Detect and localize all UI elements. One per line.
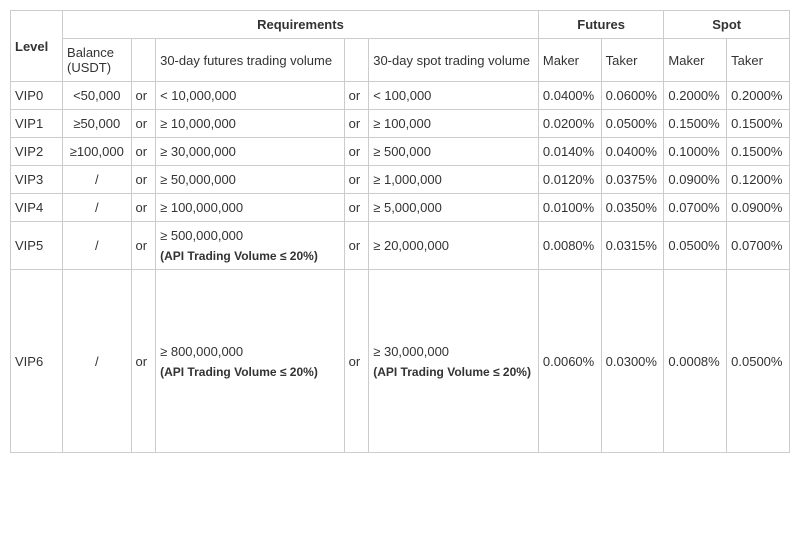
cell-spot-taker: 0.2000% — [727, 82, 790, 110]
cell-spot-maker: 0.1500% — [664, 110, 727, 138]
cell-spot-vol: ≥ 1,000,000 — [369, 166, 539, 194]
cell-fut-taker: 0.0350% — [601, 194, 664, 222]
cell-spot-maker: 0.1000% — [664, 138, 727, 166]
cell-fut-maker: 0.0140% — [538, 138, 601, 166]
cell-futures-vol: ≥ 100,000,000 — [156, 194, 345, 222]
cell-balance: / — [63, 222, 131, 270]
header-or — [344, 39, 369, 82]
cell-or: or — [344, 82, 369, 110]
cell-futures-vol: ≥ 500,000,000 (API Trading Volume ≤ 20%) — [156, 222, 345, 270]
header-spot-maker: Maker — [664, 39, 727, 82]
cell-level: VIP6 — [11, 270, 63, 453]
cell-level: VIP0 — [11, 82, 63, 110]
cell-spot-taker: 0.1500% — [727, 138, 790, 166]
cell-futures-vol: ≥ 50,000,000 — [156, 166, 345, 194]
cell-balance: ≥50,000 — [63, 110, 131, 138]
cell-fut-taker: 0.0500% — [601, 110, 664, 138]
cell-or: or — [344, 194, 369, 222]
spot-vol-value: ≥ 30,000,000 — [373, 344, 449, 359]
table-row: VIP1 ≥50,000 or ≥ 10,000,000 or ≥ 100,00… — [11, 110, 790, 138]
cell-or: or — [344, 166, 369, 194]
cell-spot-vol: ≥ 100,000 — [369, 110, 539, 138]
cell-balance: / — [63, 194, 131, 222]
cell-balance: <50,000 — [63, 82, 131, 110]
cell-fut-taker: 0.0600% — [601, 82, 664, 110]
cell-futures-vol: ≥ 30,000,000 — [156, 138, 345, 166]
cell-level: VIP4 — [11, 194, 63, 222]
cell-or: or — [131, 270, 156, 453]
cell-level: VIP3 — [11, 166, 63, 194]
cell-futures-vol: ≥ 800,000,000 (API Trading Volume ≤ 20%) — [156, 270, 345, 453]
cell-fut-maker: 0.0060% — [538, 270, 601, 453]
cell-spot-taker: 0.0500% — [727, 270, 790, 453]
futures-vol-note: (API Trading Volume ≤ 20%) — [160, 365, 340, 379]
header-fut-maker: Maker — [538, 39, 601, 82]
cell-or: or — [131, 138, 156, 166]
cell-or: or — [131, 110, 156, 138]
cell-or: or — [344, 270, 369, 453]
header-balance: Balance (USDT) — [63, 39, 131, 82]
cell-fut-taker: 0.0315% — [601, 222, 664, 270]
cell-or: or — [344, 138, 369, 166]
cell-spot-taker: 0.0900% — [727, 194, 790, 222]
cell-fut-maker: 0.0100% — [538, 194, 601, 222]
cell-spot-maker: 0.0500% — [664, 222, 727, 270]
table-row: VIP6 / or ≥ 800,000,000 (API Trading Vol… — [11, 270, 790, 453]
cell-balance: / — [63, 270, 131, 453]
cell-fut-taker: 0.0300% — [601, 270, 664, 453]
cell-or: or — [131, 222, 156, 270]
table-row: VIP3 / or ≥ 50,000,000 or ≥ 1,000,000 0.… — [11, 166, 790, 194]
cell-fut-maker: 0.0400% — [538, 82, 601, 110]
header-fut-taker: Taker — [601, 39, 664, 82]
cell-futures-vol: ≥ 10,000,000 — [156, 110, 345, 138]
cell-fut-maker: 0.0080% — [538, 222, 601, 270]
cell-spot-taker: 0.0700% — [727, 222, 790, 270]
fee-tier-table: Level Requirements Futures Spot Balance … — [10, 10, 790, 453]
cell-spot-maker: 0.2000% — [664, 82, 727, 110]
cell-spot-vol: ≥ 5,000,000 — [369, 194, 539, 222]
cell-spot-vol: ≥ 500,000 — [369, 138, 539, 166]
cell-spot-taker: 0.1200% — [727, 166, 790, 194]
header-or — [131, 39, 156, 82]
header-futures: Futures — [538, 11, 664, 39]
cell-fut-taker: 0.0375% — [601, 166, 664, 194]
cell-or: or — [131, 166, 156, 194]
cell-spot-vol: ≥ 30,000,000 (API Trading Volume ≤ 20%) — [369, 270, 539, 453]
header-spot-vol: 30-day spot trading volume — [369, 39, 539, 82]
cell-fut-maker: 0.0200% — [538, 110, 601, 138]
cell-or: or — [131, 82, 156, 110]
header-spot-taker: Taker — [727, 39, 790, 82]
cell-spot-maker: 0.0700% — [664, 194, 727, 222]
table-header: Level Requirements Futures Spot Balance … — [11, 11, 790, 82]
cell-spot-vol: < 100,000 — [369, 82, 539, 110]
cell-fut-taker: 0.0400% — [601, 138, 664, 166]
cell-level: VIP1 — [11, 110, 63, 138]
cell-level: VIP5 — [11, 222, 63, 270]
cell-or: or — [344, 222, 369, 270]
table-row: VIP4 / or ≥ 100,000,000 or ≥ 5,000,000 0… — [11, 194, 790, 222]
cell-balance: ≥100,000 — [63, 138, 131, 166]
cell-futures-vol: < 10,000,000 — [156, 82, 345, 110]
cell-spot-vol: ≥ 20,000,000 — [369, 222, 539, 270]
cell-spot-maker: 0.0900% — [664, 166, 727, 194]
spot-vol-note: (API Trading Volume ≤ 20%) — [373, 365, 534, 379]
table-row: VIP5 / or ≥ 500,000,000 (API Trading Vol… — [11, 222, 790, 270]
cell-level: VIP2 — [11, 138, 63, 166]
header-requirements: Requirements — [63, 11, 539, 39]
table-row: VIP0 <50,000 or < 10,000,000 or < 100,00… — [11, 82, 790, 110]
futures-vol-value: ≥ 500,000,000 — [160, 228, 243, 243]
cell-or: or — [344, 110, 369, 138]
futures-vol-note: (API Trading Volume ≤ 20%) — [160, 249, 340, 263]
cell-balance: / — [63, 166, 131, 194]
cell-fut-maker: 0.0120% — [538, 166, 601, 194]
cell-or: or — [131, 194, 156, 222]
header-spot: Spot — [664, 11, 790, 39]
futures-vol-value: ≥ 800,000,000 — [160, 344, 243, 359]
header-level: Level — [11, 11, 63, 82]
cell-spot-maker: 0.0008% — [664, 270, 727, 453]
cell-spot-taker: 0.1500% — [727, 110, 790, 138]
header-futures-vol: 30-day futures trading volume — [156, 39, 345, 82]
table-row: VIP2 ≥100,000 or ≥ 30,000,000 or ≥ 500,0… — [11, 138, 790, 166]
table-body: VIP0 <50,000 or < 10,000,000 or < 100,00… — [11, 82, 790, 453]
